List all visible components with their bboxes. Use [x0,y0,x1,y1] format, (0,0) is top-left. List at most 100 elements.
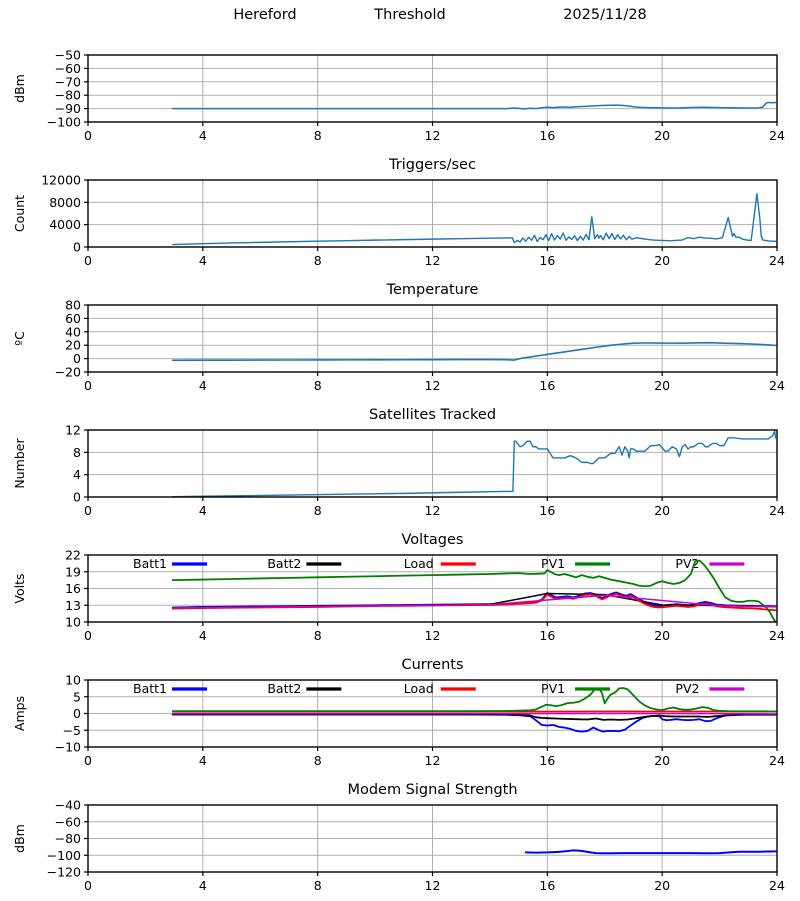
y-tick-label: 13 [65,598,81,613]
x-tick-label: 24 [769,128,785,143]
y-tick-label: 4 [73,467,81,482]
x-tick-label: 8 [314,753,322,768]
x-tick-label: 4 [199,253,207,268]
series-line-batt2 [173,714,776,720]
y-axis-label: Amps [12,696,27,731]
header-row: Hereford Threshold 2025/11/28 [0,0,800,26]
chart-title: Currents [401,657,463,673]
x-tick-label: 24 [769,378,785,393]
x-tick-label: 20 [654,878,670,893]
x-tick-label: 16 [539,503,555,518]
x-tick-label: 16 [539,253,555,268]
x-tick-label: 0 [84,378,92,393]
x-tick-label: 20 [654,128,670,143]
series-group [173,431,776,497]
y-axis-label: Volts [12,573,27,603]
series-group [173,194,776,245]
x-tick-label: 8 [314,128,322,143]
legend-label-load: Load [404,681,434,696]
series-line-threshold [173,102,776,108]
series-group [526,850,776,853]
y-tick-label: 8 [73,445,81,460]
legend-label-batt2: Batt2 [267,556,301,571]
legend-label-pv1: PV1 [541,681,565,696]
chart-title: Temperature [386,282,479,298]
y-tick-label: −100 [47,115,81,130]
chart-title: Voltages [402,532,464,548]
legend-label-pv2: PV2 [675,556,699,571]
x-tick-label: 16 [539,128,555,143]
y-tick-label: 0 [73,240,81,255]
x-tick-label: 0 [84,753,92,768]
y-tick-label: 5 [73,689,81,704]
legend-label-batt1: Batt1 [133,681,167,696]
legend-label-pv1: PV1 [541,556,565,571]
x-tick-label: 12 [425,128,441,143]
y-axis-label: dBm [12,74,27,103]
y-tick-label: 0 [73,351,81,366]
x-tick-label: 16 [539,878,555,893]
series-line-modem [526,850,776,853]
y-tick-label: 16 [65,581,81,596]
x-tick-label: 20 [654,503,670,518]
y-tick-label: 22 [65,548,81,563]
y-tick-label: 0 [73,490,81,505]
x-tick-label: 24 [769,628,785,643]
x-tick-label: 24 [769,878,785,893]
x-tick-label: 24 [769,753,785,768]
y-tick-label: 12 [65,423,81,438]
y-tick-label: −70 [55,74,81,89]
chart-title: Modem Signal Strength [347,782,517,798]
series-line-pv2 [173,714,776,715]
x-tick-label: 12 [425,628,441,643]
x-tick-label: 0 [84,253,92,268]
date-title: 2025/11/28 [563,7,647,23]
y-axis-label: Number [12,438,27,489]
y-axis-label: ºC [12,331,27,346]
legend-label-load: Load [404,556,434,571]
legend-label-batt2: Batt2 [267,681,301,696]
x-tick-label: 20 [654,628,670,643]
x-tick-label: 12 [425,378,441,393]
y-tick-label: −20 [55,365,81,380]
x-tick-label: 12 [425,878,441,893]
x-tick-label: 8 [314,878,322,893]
x-tick-label: 20 [654,253,670,268]
header-svg: Hereford Threshold 2025/11/28 [0,0,800,26]
y-tick-label: 10 [65,615,81,630]
x-tick-label: 0 [84,878,92,893]
y-tick-label: −50 [55,48,81,63]
x-tick-label: 16 [539,628,555,643]
x-tick-label: 12 [425,253,441,268]
x-tick-label: 12 [425,503,441,518]
x-tick-label: 8 [314,378,322,393]
series-line-triggers [173,194,776,245]
legend-label-pv2: PV2 [675,681,699,696]
x-tick-label: 4 [199,628,207,643]
x-tick-label: 8 [314,503,322,518]
x-tick-label: 16 [539,753,555,768]
mode-title: Threshold [373,7,445,23]
x-tick-label: 16 [539,378,555,393]
y-tick-label: 19 [65,564,81,579]
y-axis-label: Count [12,195,27,232]
y-tick-label: −100 [47,848,81,863]
x-tick-label: 12 [425,753,441,768]
chart-title: Triggers/sec [388,157,476,173]
y-tick-label: −90 [55,101,81,116]
x-tick-label: 4 [199,503,207,518]
y-tick-label: −40 [55,798,81,813]
y-tick-label: −5 [63,723,81,738]
